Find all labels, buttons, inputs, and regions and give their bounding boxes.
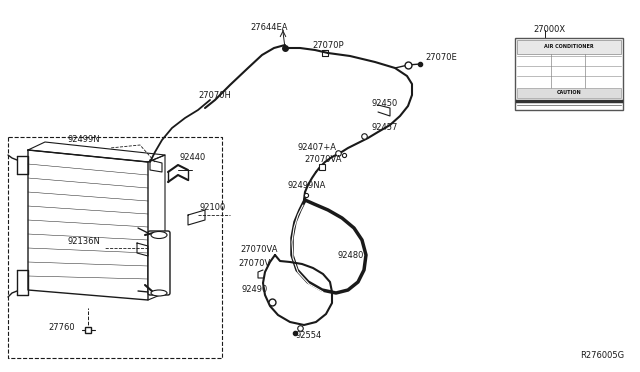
Ellipse shape bbox=[151, 290, 167, 296]
Bar bbox=[515, 38, 623, 110]
Text: CAUTION: CAUTION bbox=[557, 90, 581, 96]
Text: 92554: 92554 bbox=[295, 330, 321, 340]
Text: 27070VA: 27070VA bbox=[304, 155, 342, 164]
Text: 27070VA: 27070VA bbox=[240, 246, 278, 254]
Text: 27644EA: 27644EA bbox=[250, 22, 287, 32]
Bar bbox=[517, 88, 621, 98]
Text: 92100: 92100 bbox=[200, 202, 227, 212]
Text: 92490: 92490 bbox=[242, 285, 268, 295]
Text: 92457: 92457 bbox=[372, 122, 398, 131]
Text: R276005G: R276005G bbox=[580, 352, 624, 360]
Text: 27070V: 27070V bbox=[238, 259, 270, 267]
Text: 92480: 92480 bbox=[338, 250, 364, 260]
Text: 92440: 92440 bbox=[180, 153, 206, 161]
Text: 92450: 92450 bbox=[371, 99, 397, 108]
Bar bbox=[517, 40, 621, 54]
Text: AIR CONDITIONER: AIR CONDITIONER bbox=[544, 45, 594, 49]
FancyBboxPatch shape bbox=[148, 231, 170, 295]
Text: 27070P: 27070P bbox=[312, 41, 344, 49]
Text: 92136N: 92136N bbox=[68, 237, 101, 247]
Text: 92499NA: 92499NA bbox=[288, 180, 326, 189]
Text: 27070E: 27070E bbox=[425, 54, 457, 62]
Text: 27760: 27760 bbox=[48, 324, 75, 333]
Text: 92407+A: 92407+A bbox=[298, 144, 337, 153]
Ellipse shape bbox=[151, 231, 167, 238]
Text: 92499N: 92499N bbox=[68, 135, 100, 144]
Text: 27070H: 27070H bbox=[198, 90, 231, 99]
Text: 27000X: 27000X bbox=[533, 26, 565, 35]
